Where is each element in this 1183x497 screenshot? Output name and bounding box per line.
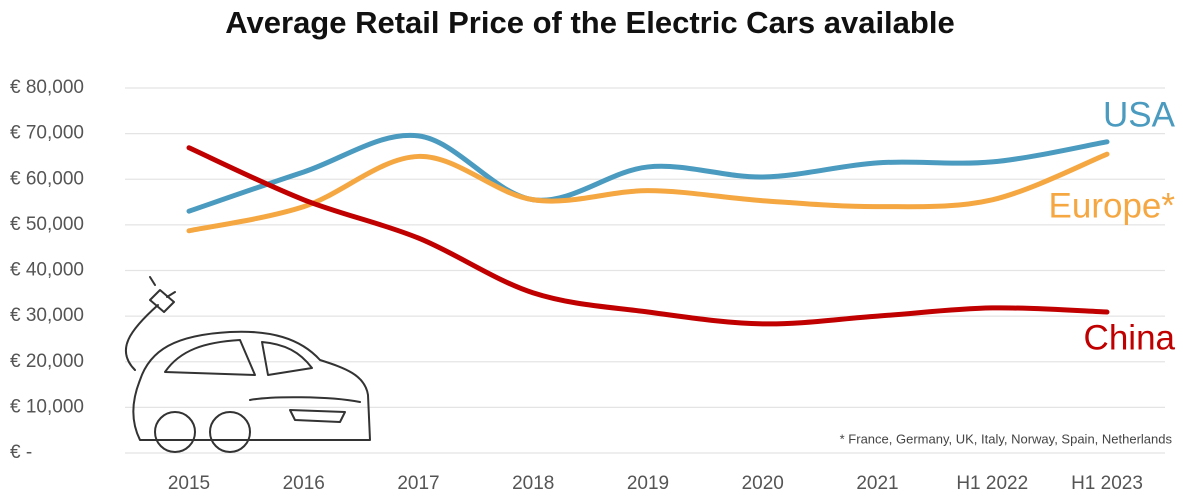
x-tick-label: 2016 <box>283 473 325 494</box>
y-tick-label: € 30,000 <box>10 305 84 326</box>
x-tick-label: 2018 <box>512 473 554 494</box>
y-tick-label: € 10,000 <box>10 396 84 417</box>
y-tick-label: € 50,000 <box>10 214 84 235</box>
series-line <box>186 151 1110 234</box>
y-tick-label: € 80,000 <box>10 77 84 98</box>
car-illustration <box>124 276 371 453</box>
series-label: Europe* <box>1049 186 1176 225</box>
x-tick-label: 2019 <box>627 473 669 494</box>
series-line <box>186 132 1110 214</box>
footnote: * France, Germany, UK, Italy, Norway, Sp… <box>840 431 1173 446</box>
x-tick-label: 2017 <box>397 473 439 494</box>
series-label: China <box>1084 318 1176 357</box>
y-tick-label: € 40,000 <box>10 260 84 281</box>
series-line <box>186 145 1110 327</box>
plot-area: USA Europe* China <box>186 95 1176 357</box>
y-tick-label: € 60,000 <box>10 168 84 189</box>
y-tick-label: € 20,000 <box>10 351 84 372</box>
y-tick-label: € 70,000 <box>10 123 84 144</box>
series-label: USA <box>1103 95 1176 134</box>
chart-title: Average Retail Price of the Electric Car… <box>225 5 954 40</box>
x-tick-label: 2020 <box>742 473 784 494</box>
x-tick-label: 2021 <box>856 473 898 494</box>
x-tick-label: 2015 <box>168 473 210 494</box>
grid: € - € 10,000 € 20,000 € 30,000 € 40,000 € 50,… <box>10 77 1165 494</box>
x-tick-label: H1 2023 <box>1071 473 1143 494</box>
x-tick-label: H1 2022 <box>956 473 1028 494</box>
y-tick-label: € - <box>10 442 32 463</box>
